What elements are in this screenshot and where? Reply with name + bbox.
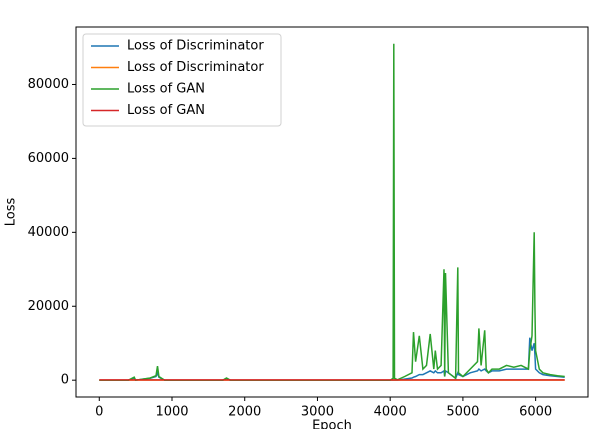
series-line (99, 337, 565, 382)
x-tick-label: 5000 (446, 405, 479, 420)
x-tick-label: 2000 (228, 405, 261, 420)
x-tick-label: 4000 (374, 405, 407, 420)
legend-label: Loss of Discriminator (127, 60, 264, 75)
y-axis-label: Loss (4, 198, 19, 227)
x-tick-label: 1000 (155, 405, 188, 420)
plot-frame (75, 26, 589, 398)
y-tick-label: 60000 (28, 151, 69, 166)
legend-box (82, 33, 282, 127)
y-tick-label: 80000 (28, 77, 69, 92)
y-tick-label: 40000 (28, 225, 69, 240)
x-tick-label: 6000 (519, 405, 552, 420)
legend-label: Loss of GAN (127, 103, 205, 118)
legend-label: Loss of GAN (127, 82, 205, 97)
y-tick-label: 0 (61, 373, 69, 388)
x-tick-label: 3000 (301, 405, 334, 420)
legend-label: Loss of Discriminator (127, 39, 264, 54)
x-axis-label: Epoch (312, 419, 352, 429)
y-tick-label: 20000 (28, 299, 69, 314)
x-tick-label: 0 (95, 405, 103, 420)
